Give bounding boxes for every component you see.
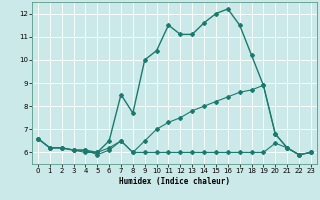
X-axis label: Humidex (Indice chaleur): Humidex (Indice chaleur) (119, 177, 230, 186)
